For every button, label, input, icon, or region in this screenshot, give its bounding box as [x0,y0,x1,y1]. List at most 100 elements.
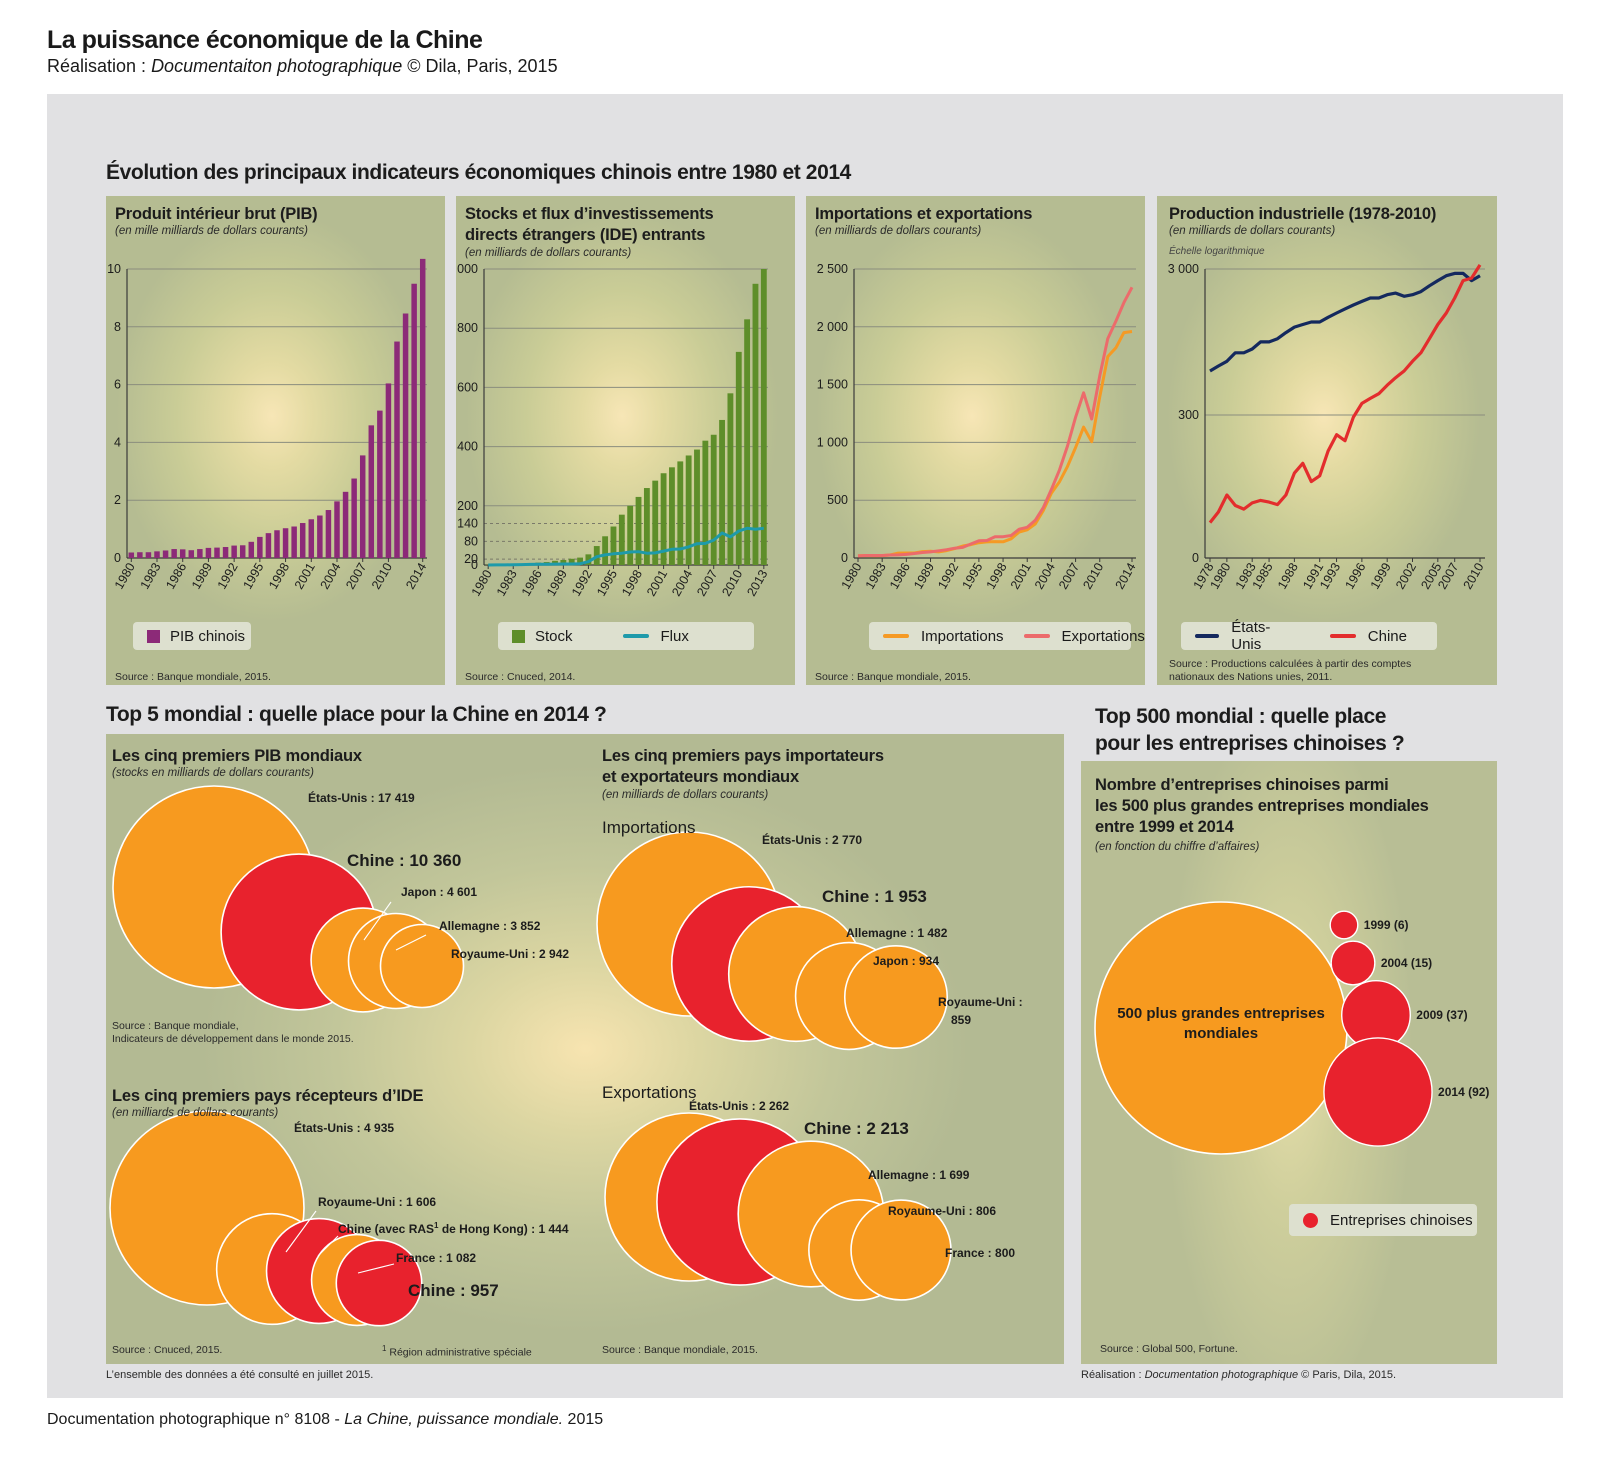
top500-bubble-chart: 500 plus grandes entreprises mondiales 199… [1094,901,1489,1155]
stock-bar [677,461,684,565]
x-tick-label: 1995 [240,560,266,591]
x-tick-label: 1986 [163,560,189,591]
stock-bar [669,467,675,565]
bubble-label: 859 [951,1013,971,1027]
chinese-firms-bubble [1329,910,1359,940]
x-tick-label: 2013 [744,567,770,598]
pib-bar [179,549,186,558]
importations-line [857,330,1133,558]
bubble-label: 2009 (37) [1416,1008,1467,1022]
bubble-label: Royaume-Uni : [938,995,1023,1009]
top5-pib-source: Source : Banque mondiale, Indicateurs de … [112,1020,354,1045]
pib-bar [317,515,323,558]
pib-bar [145,552,152,558]
stock-bar [702,440,709,565]
chart-title: Stocks et flux d’investissements directs … [465,205,714,244]
section-title-evolution: Évolution des principaux indicateurs éco… [106,161,851,184]
chart-subtitle: (en mille milliards de dollars courants) [115,225,309,237]
top5-commerce-subtitle: (en milliards de dollars courants) [602,789,769,801]
pib-bar [377,410,383,558]
bubble-label: Japon : 4 601 [401,885,477,899]
pib-legend: PIB chinois [133,622,251,650]
x-tick-label: 1980 [839,560,865,591]
section-title-top500: Top 500 mondial : quelle place pour les e… [1095,705,1405,755]
x-tick-label: 2001 [292,560,318,591]
pib-bar [128,552,135,558]
leader-line [317,1235,339,1257]
chart-title: Importations et exportations [815,205,1033,223]
y-tick-label: 800 [457,321,478,335]
import-bubble [843,944,949,1050]
top5-ide-source: Source : Cnuced, 2015. [112,1344,223,1356]
x-tick-label: 1992 [935,560,961,591]
stock-bar [744,319,751,565]
leader-line [285,1210,317,1253]
chart-title: Production industrielle (1978-2010) [1169,205,1437,223]
y-tick-label: 2 [114,493,121,507]
y-tick-label: 1 500 [817,378,848,392]
bubble-label: Japon : 934 [873,954,939,968]
stock-bar [577,557,583,565]
bubble-label: Chine (avec RAS1 de Hong Kong) : 1 444 [338,1221,569,1236]
chinese-firms-bubble [1330,940,1376,986]
x-tick-label: 1988 [1275,560,1301,591]
footer-credit: Réalisation : Documentation photographiq… [1081,1369,1397,1381]
ide-chart: 020 80 140 200 400 600 800 1 000 198019831986198… [456,262,770,599]
stock-bar [652,480,659,565]
y-tick-label: 300 [1178,408,1199,422]
pib-bar [162,550,169,558]
y-tick-label: 0 [114,551,121,565]
top5-bubble-charts: États-Unis : 17 419 Chine : 10 360 Japon :… [109,785,1023,1327]
x-tick-label: 1989 [544,567,570,598]
chart-source: Source : Productions calculées à partir … [1169,658,1412,683]
x-tick-label: 2002 [1393,560,1419,591]
legend-line [1329,634,1356,638]
chart-source: Source : Banque mondiale, 2015. [115,671,271,683]
stock-bar [735,351,742,565]
panel-pib: Produit intérieur brut (PIB) (en mille m… [106,196,445,685]
pib-bar [265,533,272,558]
x-tick-label: 2010 [1461,560,1487,591]
x-tick-label: 2001 [1008,560,1034,591]
x-tick-label: 1996 [1342,560,1368,591]
pib-bar [282,528,289,558]
pib-bar [368,425,375,558]
ide-legend: Stock Flux [498,622,754,650]
legend-dot [1303,1212,1318,1228]
commerce-legend: Importations Exportations [869,622,1145,650]
stock-bar [560,559,567,565]
y-tick-label: 3 000 [1168,262,1199,276]
legend-label: Stock [535,627,573,645]
legend-label: Chine [1367,627,1407,645]
pib-bar [171,549,177,558]
x-tick-label: 1992 [569,567,595,598]
bubble-label: Allemagne : 3 852 [439,919,541,933]
chart-subtitle: (en milliards de dollars courants) [1169,225,1336,237]
legend-line [622,634,649,638]
bubble-label: États-Unis : 2 262 [689,1098,789,1113]
x-tick-label: 1986 [887,560,913,591]
pib-bubble [379,923,465,1009]
pib-bar [308,519,315,558]
chine-line [1208,264,1482,524]
leader-line [363,901,392,941]
top5-ide-subtitle: (en milliards de dollars courants) [112,1107,279,1119]
stock-bar [685,455,692,565]
stock-bar [635,496,642,565]
legend-swatch [147,629,160,643]
scale-note: Échelle logarithmique [1169,246,1265,257]
leader-line [395,934,427,951]
top500-source: Source : Global 500, Fortune. [1100,1343,1238,1355]
total-label: mondiales [1184,1025,1258,1042]
bubble-label: Chine : 957 [408,1281,499,1300]
pib-bar [197,549,203,558]
stock-bar [618,514,625,565]
pib-bar [359,455,366,558]
x-tick-label: 2007 [694,567,720,598]
chart-subtitle: (en milliards de dollars courants) [465,247,632,259]
top5-ide-footnote: 1 Région administrative spéciale [382,1344,532,1359]
industrie-legend: États-Unis Chine [1181,619,1437,653]
pib-bar [334,501,340,558]
y-tick-label: 0 [841,551,848,565]
x-tick-label: 1998 [266,560,292,591]
